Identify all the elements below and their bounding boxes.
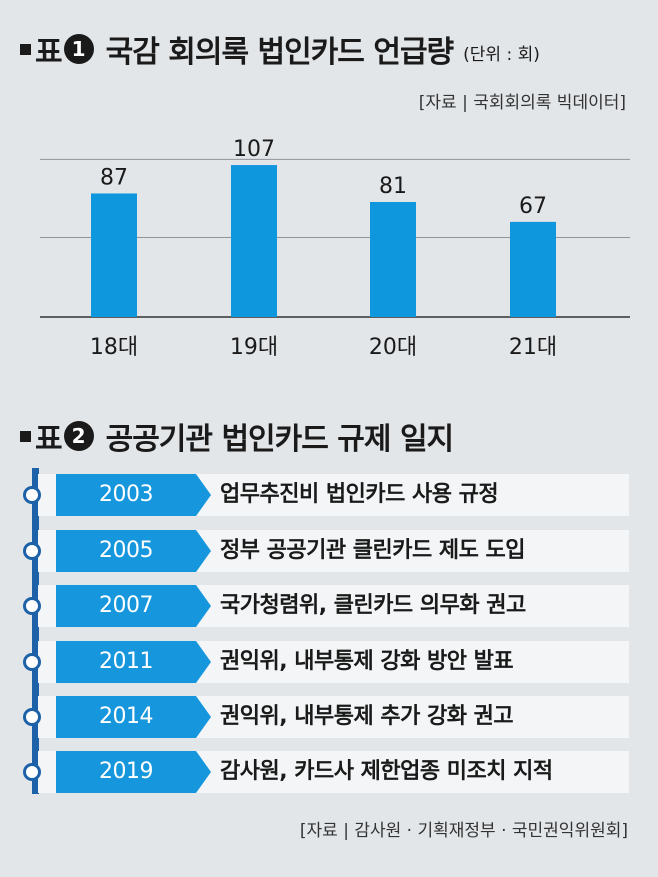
bar-chart: 87 18대 107 19대 81 20대 67 21대: [40, 137, 630, 360]
timeline-row: 2005 정부 공공기관 클린카드 제도 도입: [23, 530, 629, 572]
bar: [510, 221, 556, 317]
data-label: 67: [519, 194, 547, 219]
data-label: 81: [379, 174, 407, 199]
timeline-row: 2003 업무추진비 법인카드 사용 규정: [23, 474, 629, 516]
timeline-year-tag: 2019: [56, 751, 211, 793]
timeline-year-tag: 2005: [56, 530, 211, 572]
timeline-event: 국가청렴위, 클린카드 의무화 권고: [220, 593, 526, 618]
timeline-year-tag: 2014: [56, 696, 211, 738]
timeline-year-tag: 2007: [56, 585, 211, 627]
timeline-row: 2019 감사원, 카드사 제한업종 미조치 지적: [23, 751, 629, 793]
chart2-title: 표 2 공공기관 법인카드 규제 일지: [20, 414, 455, 458]
x-tick-label: 20대: [369, 335, 417, 360]
square-bullet-icon: [20, 43, 31, 55]
timeline-year: 2003: [99, 482, 154, 507]
chart2-number-badge: 2: [63, 421, 94, 451]
bar: [91, 193, 137, 317]
x-tick-label: 18대: [90, 335, 138, 360]
timeline-line: [32, 468, 39, 794]
x-tick-label: 19대: [230, 335, 278, 360]
square-bullet-icon: [20, 430, 31, 442]
chart1-title-text: 국감 회의록 법인카드 언급량: [105, 35, 455, 70]
bar: [231, 165, 277, 317]
chart1-title-prefix: 표: [35, 35, 63, 70]
timeline-year: 2011: [99, 649, 154, 674]
timeline-year-tag: 2003: [56, 474, 211, 516]
timeline-year: 2014: [99, 704, 154, 729]
chart1-number-badge: 1: [63, 34, 94, 64]
timeline-event: 정부 공공기관 클린카드 제도 도입: [220, 538, 526, 563]
bar: [370, 201, 416, 317]
chart2-title-prefix: 표: [35, 422, 63, 457]
timeline-row: 2007 국가청렴위, 클린카드 의무화 권고: [23, 585, 629, 627]
timeline-dot-icon: [23, 542, 41, 560]
timeline-dot-icon: [23, 763, 41, 781]
chart1-unit: (단위 : 회): [463, 44, 540, 65]
timeline-dot-icon: [23, 653, 41, 671]
chart2-title-text: 공공기관 법인카드 규제 일지: [105, 422, 455, 457]
data-label: 87: [100, 165, 128, 190]
x-tick-label: 21대: [509, 335, 557, 360]
timeline-year: 2007: [99, 593, 154, 618]
timeline-row: 2014 권익위, 내부통제 추가 강화 권고: [23, 696, 629, 738]
timeline-year-tag: 2011: [56, 641, 211, 683]
timeline-dot-icon: [23, 597, 41, 615]
timeline-year: 2019: [99, 759, 154, 784]
timeline-row: 2011 권익위, 내부통제 강화 방안 발표: [23, 641, 629, 683]
timeline-event: 감사원, 카드사 제한업종 미조치 지적: [220, 759, 553, 784]
timeline-dot-icon: [23, 486, 41, 504]
chart1-title: 표 1 국감 회의록 법인카드 언급량 (단위 : 회): [20, 27, 540, 71]
chart2-source: [자료 | 감사원 · 기획재정부 · 국민권익위원회]: [299, 821, 628, 841]
timeline-year: 2005: [99, 538, 154, 563]
chart1-source: [자료 | 국회회의록 빅데이터]: [418, 93, 626, 113]
timeline-dot-icon: [23, 708, 41, 726]
timeline-event: 권익위, 내부통제 강화 방안 발표: [220, 649, 514, 674]
timeline-event: 업무추진비 법인카드 사용 규정: [220, 482, 499, 507]
timeline-event: 권익위, 내부통제 추가 강화 권고: [220, 704, 514, 729]
data-label: 107: [233, 137, 275, 162]
